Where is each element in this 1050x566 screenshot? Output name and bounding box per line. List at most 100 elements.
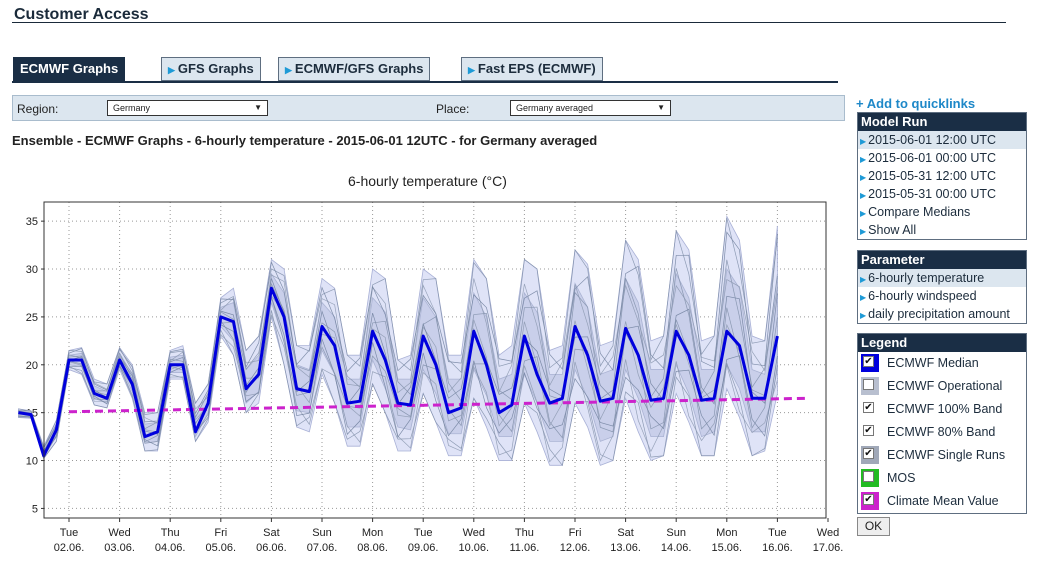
model-run-item[interactable]: ▶ 2015-06-01 12:00 UTC [858,131,1026,149]
triangle-right-icon: ▶ [168,65,175,75]
model-run-label: 2015-05-31 00:00 UTC [868,187,997,201]
triangle-right-icon: ▶ [860,191,867,200]
compare-medians-link[interactable]: ▶ Compare Medians [858,203,1026,221]
x-tick-date: 12.06. [560,542,591,554]
x-tick-day: Thu [161,527,180,539]
single-run-line [18,297,778,455]
x-tick-date: 14.06. [661,542,692,554]
chart-title: 6-hourly temperature (°C) [348,173,507,189]
x-tick-date: 03.06. [104,542,135,554]
temperature-chart: 5101520253035Tue02.06.Wed03.06.Thu04.06.… [18,201,843,554]
y-tick-label: 10 [26,456,38,468]
parameter-panel: Parameter ▶ 6-hourly temperature ▶ 6-hourl… [857,250,1027,324]
mos-checkbox[interactable] [863,471,874,482]
x-tick-day: Wed [108,527,130,539]
x-tick-date: 13.06. [610,542,641,554]
x-tick-day: Fri [214,527,227,539]
x-tick-day: Mon [362,527,383,539]
model-run-item[interactable]: ▶ 2015-06-01 00:00 UTC [858,149,1026,167]
legend-label: ECMWF Median [887,356,979,370]
triangle-right-icon: ▶ [860,293,867,302]
legend-label: Climate Mean Value [887,494,999,508]
parameter-item[interactable]: ▶ 6-hourly windspeed [858,287,1026,305]
tab-ecmwf-gfs-graphs[interactable]: ▶ ECMWF/GFS Graphs [278,57,431,81]
x-tick-date: 02.06. [54,542,85,554]
tab-gfs-graphs[interactable]: ▶ GFS Graphs [161,57,261,81]
band100-checkbox[interactable]: ✔ [863,402,874,413]
x-tick-date: 09.06. [408,542,439,554]
tab-label: GFS Graphs [177,61,254,76]
place-select[interactable]: Germany averaged ▼ [510,100,671,116]
parameter-label: 6-hourly windspeed [868,289,977,303]
single-run-line [18,297,778,457]
dropdown-arrow-icon: ▼ [254,103,262,112]
parameter-title: Parameter [858,251,1026,269]
plot-frame [43,201,827,519]
x-tick-day: Sun [312,527,332,539]
median-line [18,286,779,458]
triangle-right-icon: ▶ [860,173,867,182]
region-select[interactable]: Germany ▼ [107,100,268,116]
legend-label: ECMWF Operational [887,379,1003,393]
tab-label: ECMWF Graphs [20,61,119,76]
show-all-link[interactable]: ▶ Show All [858,221,1026,239]
x-tick-date: 11.06. [510,542,540,554]
single-runs-checkbox[interactable]: ✔ [863,448,874,459]
x-tick-date: 05.06. [206,542,237,554]
band80-checkbox[interactable]: ✔ [863,425,874,436]
legend-item-100-band: ✔ ECMWF 100% Band [858,398,1026,421]
triangle-right-icon: ▶ [468,65,475,75]
x-tick-date: 04.06. [155,542,186,554]
triangle-right-icon: ▶ [860,311,867,320]
x-tick-date: 10.06. [459,542,490,554]
tab-underline [12,81,838,83]
parameter-item[interactable]: ▶ 6-hourly temperature [858,269,1026,287]
median-checkbox[interactable]: ✔ [863,356,874,367]
plus-icon: + [856,96,867,111]
single-run-line [18,274,778,450]
place-label: Place: [436,102,470,116]
climate-mean-checkbox[interactable]: ✔ [863,494,874,505]
y-tick-label: 35 [26,216,38,228]
model-run-panel: Model Run ▶ 2015-06-01 12:00 UTC ▶ 2015-06… [857,112,1027,240]
y-tick-label: 5 [32,503,38,515]
parameter-item[interactable]: ▶ daily precipitation amount [858,305,1026,323]
parameter-label: 6-hourly temperature [868,271,985,285]
x-tick-day: Sun [666,527,686,539]
legend-label: MOS [887,471,916,485]
legend-label: ECMWF 80% Band [887,425,996,439]
model-run-item[interactable]: ▶ 2015-05-31 12:00 UTC [858,167,1026,185]
model-run-item[interactable]: ▶ 2015-05-31 00:00 UTC [858,185,1026,203]
model-run-label: 2015-06-01 00:00 UTC [868,151,997,165]
add-to-quicklinks-link[interactable]: + Add to quicklinks [856,96,975,111]
legend-item-operational: ECMWF Operational [858,375,1026,398]
triangle-right-icon: ▶ [860,155,867,164]
tab-ecmwf-graphs[interactable]: ECMWF Graphs [13,57,126,81]
y-tick-label: 25 [26,312,38,324]
model-run-label: Compare Medians [868,205,971,219]
page-title: Customer Access [14,6,149,23]
ok-button[interactable]: OK [857,517,890,536]
triangle-right-icon: ▶ [860,275,867,284]
model-run-label: Show All [868,223,917,237]
triangle-right-icon: ▶ [860,137,867,146]
model-run-title: Model Run [858,113,1026,131]
parameter-label: daily precipitation amount [868,307,1010,321]
x-tick-date: 16.06. [762,542,793,554]
x-tick-day: Fri [569,527,582,539]
operational-checkbox[interactable] [863,379,874,390]
quicklink-label: Add to quicklinks [866,96,976,111]
legend-label: ECMWF Single Runs [887,448,1006,462]
x-tick-day: Mon [716,527,737,539]
legend-label: ECMWF 100% Band [887,402,1003,416]
title-divider [12,22,1006,23]
legend-title: Legend [858,334,1026,352]
x-tick-date: 06.06. [256,542,287,554]
tab-fast-eps[interactable]: ▶ Fast EPS (ECMWF) [461,57,603,81]
region-label: Region: [17,102,59,116]
x-tick-day: Tue [60,527,79,539]
x-tick-day: Tue [414,527,433,539]
single-run-line [18,218,778,450]
triangle-right-icon: ▶ [285,65,292,75]
triangle-right-icon: ▶ [860,209,867,218]
